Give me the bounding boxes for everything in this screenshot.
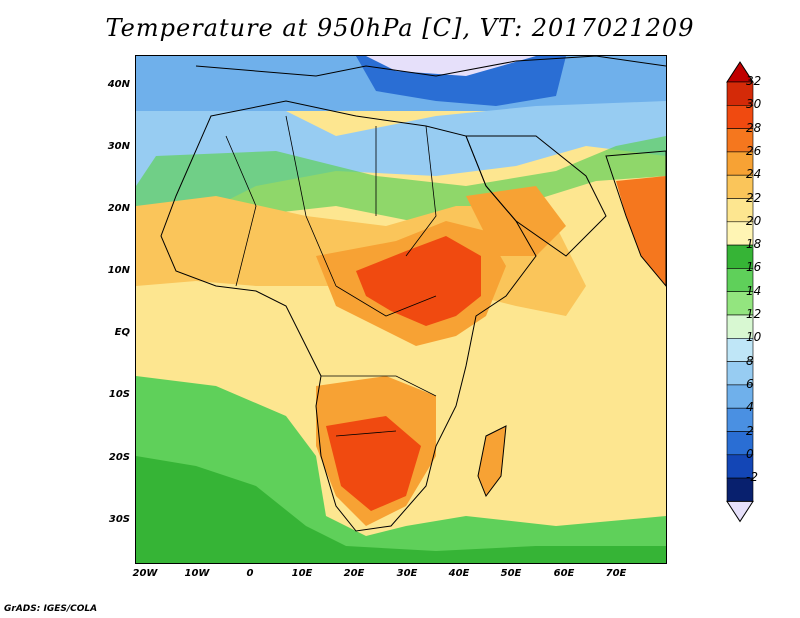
europe-coldest (366, 56, 536, 76)
colorbar-label: 26 (746, 143, 762, 158)
arabia-outline (465, 135, 607, 257)
lat-label: 40N (107, 79, 130, 90)
colorbar-label: 20 (746, 213, 762, 228)
east-africa-hot (356, 236, 481, 326)
colorbar-label: 24 (746, 167, 762, 182)
colorbar-label: 16 (746, 260, 762, 275)
colorbar-label: 30 (746, 97, 762, 112)
lon-label: 50E (500, 568, 522, 579)
lat-label: 20S (108, 452, 130, 463)
lat-label: 10S (108, 389, 130, 400)
map-canvas (136, 56, 666, 563)
lon-label: 10E (291, 568, 313, 579)
colorbar-label: -2 (746, 470, 758, 485)
south-ocean-cooler (136, 456, 666, 563)
colorbar-label: 28 (746, 120, 762, 135)
lon-label: 20W (132, 568, 158, 579)
lon-label: 10W (184, 568, 210, 579)
india-warm (616, 176, 666, 286)
sahara-mild (136, 136, 666, 246)
colorbar-label: 12 (746, 307, 762, 321)
colorbar (726, 61, 754, 523)
lat-label: 30N (107, 141, 130, 152)
colorbar-label: 22 (746, 190, 762, 205)
lon-label: 60E (553, 568, 575, 579)
lon-label: 70E (605, 568, 627, 579)
colorbar-label: 10 (746, 330, 762, 345)
lat-label: 30S (108, 514, 130, 525)
chart-title: Temperature at 950hPa [C], VT: 201702120… (105, 14, 695, 42)
lon-label: 20E (343, 568, 365, 579)
colorbar-label: 2 (746, 423, 754, 438)
lat-label: EQ (114, 327, 130, 338)
lon-label: 30E (396, 568, 418, 579)
lat-label: 20N (107, 203, 130, 214)
southern-africa-hot (326, 416, 421, 511)
country-borders (225, 115, 437, 437)
colorbar-label: 14 (746, 283, 762, 298)
india-outline (605, 150, 666, 287)
temperature-map (135, 55, 667, 564)
colorbar-label: 8 (746, 353, 754, 368)
europe-coast (195, 56, 666, 77)
colorbar-label: 4 (746, 400, 754, 415)
colorbar-label: 0 (746, 446, 754, 461)
colorbar-label: 6 (746, 376, 754, 391)
colorbar-label: 18 (746, 237, 762, 252)
lon-label: 0 (246, 568, 254, 579)
lat-label: 10N (107, 265, 130, 276)
credit-text: GrADS: IGES/COLA (4, 604, 98, 614)
lon-label: 40E (448, 568, 470, 579)
north-africa-cool (136, 101, 666, 226)
colorbar-label: 32 (746, 74, 762, 88)
colorbar-under-triangle (726, 500, 754, 523)
madagascar-outline (477, 425, 507, 498)
